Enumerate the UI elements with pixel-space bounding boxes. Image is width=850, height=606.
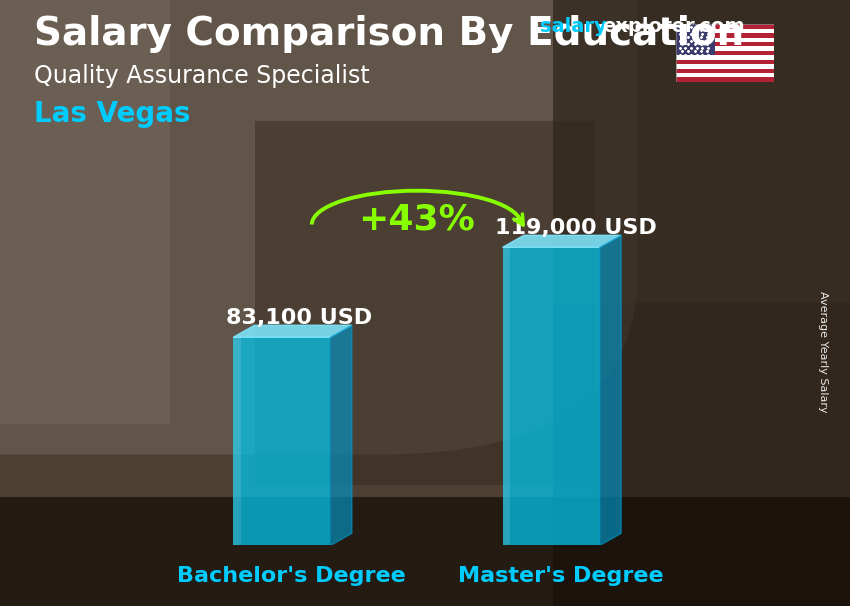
- Bar: [502, 247, 510, 545]
- Text: 119,000 USD: 119,000 USD: [495, 218, 657, 238]
- Bar: [676, 24, 715, 55]
- Text: 83,100 USD: 83,100 USD: [226, 308, 372, 328]
- Bar: [676, 59, 774, 64]
- Bar: [676, 33, 774, 38]
- Bar: [676, 24, 774, 28]
- Bar: [0, 497, 850, 606]
- Text: Las Vegas: Las Vegas: [34, 100, 190, 128]
- Text: Quality Assurance Specialist: Quality Assurance Specialist: [34, 64, 370, 88]
- Bar: [676, 47, 774, 51]
- Text: explorer.com: explorer.com: [602, 17, 745, 36]
- Text: +43%: +43%: [358, 202, 475, 236]
- Text: salary: salary: [540, 17, 607, 36]
- Polygon shape: [600, 235, 621, 545]
- Text: Bachelor's Degree: Bachelor's Degree: [177, 566, 406, 586]
- Polygon shape: [502, 235, 621, 247]
- Text: Average Yearly Salary: Average Yearly Salary: [818, 291, 828, 412]
- Bar: [676, 64, 774, 68]
- Bar: [502, 247, 600, 545]
- Bar: [676, 68, 774, 73]
- Bar: [233, 338, 241, 545]
- Bar: [676, 73, 774, 78]
- Bar: [676, 78, 774, 82]
- Bar: [552, 0, 850, 606]
- FancyBboxPatch shape: [0, 0, 638, 454]
- Bar: [0, 0, 170, 424]
- Bar: [255, 121, 595, 485]
- Bar: [676, 51, 774, 55]
- Bar: [676, 28, 774, 33]
- Bar: [676, 38, 774, 42]
- Polygon shape: [331, 325, 352, 545]
- Bar: [552, 0, 850, 303]
- Polygon shape: [233, 325, 352, 338]
- Bar: [233, 338, 331, 545]
- Text: Salary Comparison By Education: Salary Comparison By Education: [34, 15, 745, 53]
- Text: Master's Degree: Master's Degree: [458, 566, 664, 586]
- Bar: [676, 42, 774, 47]
- Bar: [676, 55, 774, 59]
